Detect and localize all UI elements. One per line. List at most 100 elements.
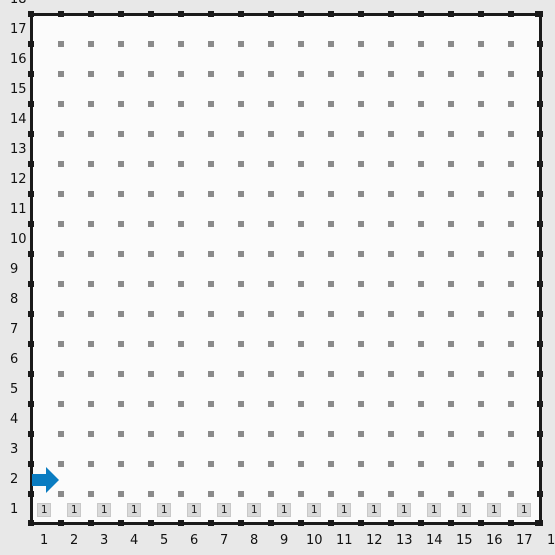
corner-dot: [58, 221, 64, 227]
corner-dot: [208, 221, 214, 227]
corner-dot: [148, 71, 154, 77]
wall-marker: [28, 371, 34, 377]
corner-dot: [448, 101, 454, 107]
x-axis-label: 1: [547, 533, 555, 548]
corner-dot: [358, 401, 364, 407]
corner-dot: [178, 461, 184, 467]
corner-dot: [358, 251, 364, 257]
wall-marker: [537, 520, 543, 526]
corner-dot: [148, 101, 154, 107]
corner-dot: [358, 431, 364, 437]
wall-marker: [448, 520, 454, 526]
corner-dot: [148, 431, 154, 437]
y-axis-label: 14: [10, 112, 27, 127]
corner-dot: [208, 161, 214, 167]
wall-marker: [537, 461, 543, 467]
corner-dot: [358, 71, 364, 77]
corner-dot: [58, 401, 64, 407]
x-axis-label: 3: [100, 533, 109, 548]
corner-dot: [208, 461, 214, 467]
corner-dot: [208, 71, 214, 77]
corner-dot: [88, 131, 94, 137]
beeper: 1: [217, 503, 231, 517]
corner-dot: [148, 491, 154, 497]
wall-marker: [28, 101, 34, 107]
corner-dot: [478, 221, 484, 227]
corner-dot: [418, 311, 424, 317]
y-axis-label: 2: [10, 472, 19, 487]
beeper: 1: [187, 503, 201, 517]
corner-dot: [328, 461, 334, 467]
corner-dot: [358, 491, 364, 497]
x-axis-label: 16: [486, 533, 503, 548]
corner-dot: [358, 41, 364, 47]
beeper: 1: [67, 503, 81, 517]
corner-dot: [448, 71, 454, 77]
corner-dot: [298, 401, 304, 407]
corner-dot: [148, 221, 154, 227]
corner-dot: [328, 401, 334, 407]
corner-dot: [358, 341, 364, 347]
corner-dot: [328, 221, 334, 227]
corner-dot: [208, 281, 214, 287]
corner-dot: [238, 191, 244, 197]
corner-dot: [58, 461, 64, 467]
x-axis-label: 5: [160, 533, 169, 548]
corner-dot: [358, 101, 364, 107]
corner-dot: [418, 161, 424, 167]
corner-dot: [418, 341, 424, 347]
corner-dot: [58, 71, 64, 77]
wall-marker: [537, 491, 543, 497]
wall-marker: [508, 520, 514, 526]
wall-marker: [178, 520, 184, 526]
wall-marker: [537, 341, 543, 347]
corner-dot: [268, 221, 274, 227]
corner-dot: [388, 401, 394, 407]
corner-dot: [418, 71, 424, 77]
corner-dot: [508, 401, 514, 407]
corner-dot: [388, 161, 394, 167]
wall-marker: [448, 11, 454, 17]
wall-marker: [537, 431, 543, 437]
corner-dot: [58, 491, 64, 497]
corner-dot: [58, 431, 64, 437]
y-axis-label: 15: [10, 82, 27, 97]
y-axis-label: 18: [10, 0, 27, 6]
wall-marker: [537, 371, 543, 377]
y-axis-label: 8: [10, 292, 19, 307]
corner-dot: [388, 371, 394, 377]
corner-dot: [118, 431, 124, 437]
corner-dot: [178, 401, 184, 407]
corner-dot: [118, 341, 124, 347]
corner-dot: [148, 341, 154, 347]
corner-dot: [88, 431, 94, 437]
corner-dot: [148, 251, 154, 257]
x-axis-label: 1: [40, 533, 49, 548]
corner-dot: [448, 251, 454, 257]
corner-dot: [178, 431, 184, 437]
corner-dot: [328, 371, 334, 377]
corner-dot: [418, 281, 424, 287]
corner-dot: [328, 191, 334, 197]
corner-dot: [298, 41, 304, 47]
wall-marker: [537, 191, 543, 197]
wall-marker: [28, 401, 34, 407]
corner-dot: [478, 461, 484, 467]
corner-dot: [178, 221, 184, 227]
corner-dot: [298, 281, 304, 287]
corner-dot: [388, 71, 394, 77]
corner-dot: [388, 221, 394, 227]
corner-dot: [268, 161, 274, 167]
wall-marker: [537, 221, 543, 227]
corner-dot: [118, 461, 124, 467]
x-axis-label: 6: [190, 533, 199, 548]
wall-marker: [298, 520, 304, 526]
wall-marker: [298, 11, 304, 17]
corner-dot: [478, 341, 484, 347]
corner-dot: [418, 401, 424, 407]
corner-dot: [388, 281, 394, 287]
wall-marker: [28, 461, 34, 467]
wall-marker: [508, 11, 514, 17]
corner-dot: [208, 401, 214, 407]
corner-dot: [58, 131, 64, 137]
